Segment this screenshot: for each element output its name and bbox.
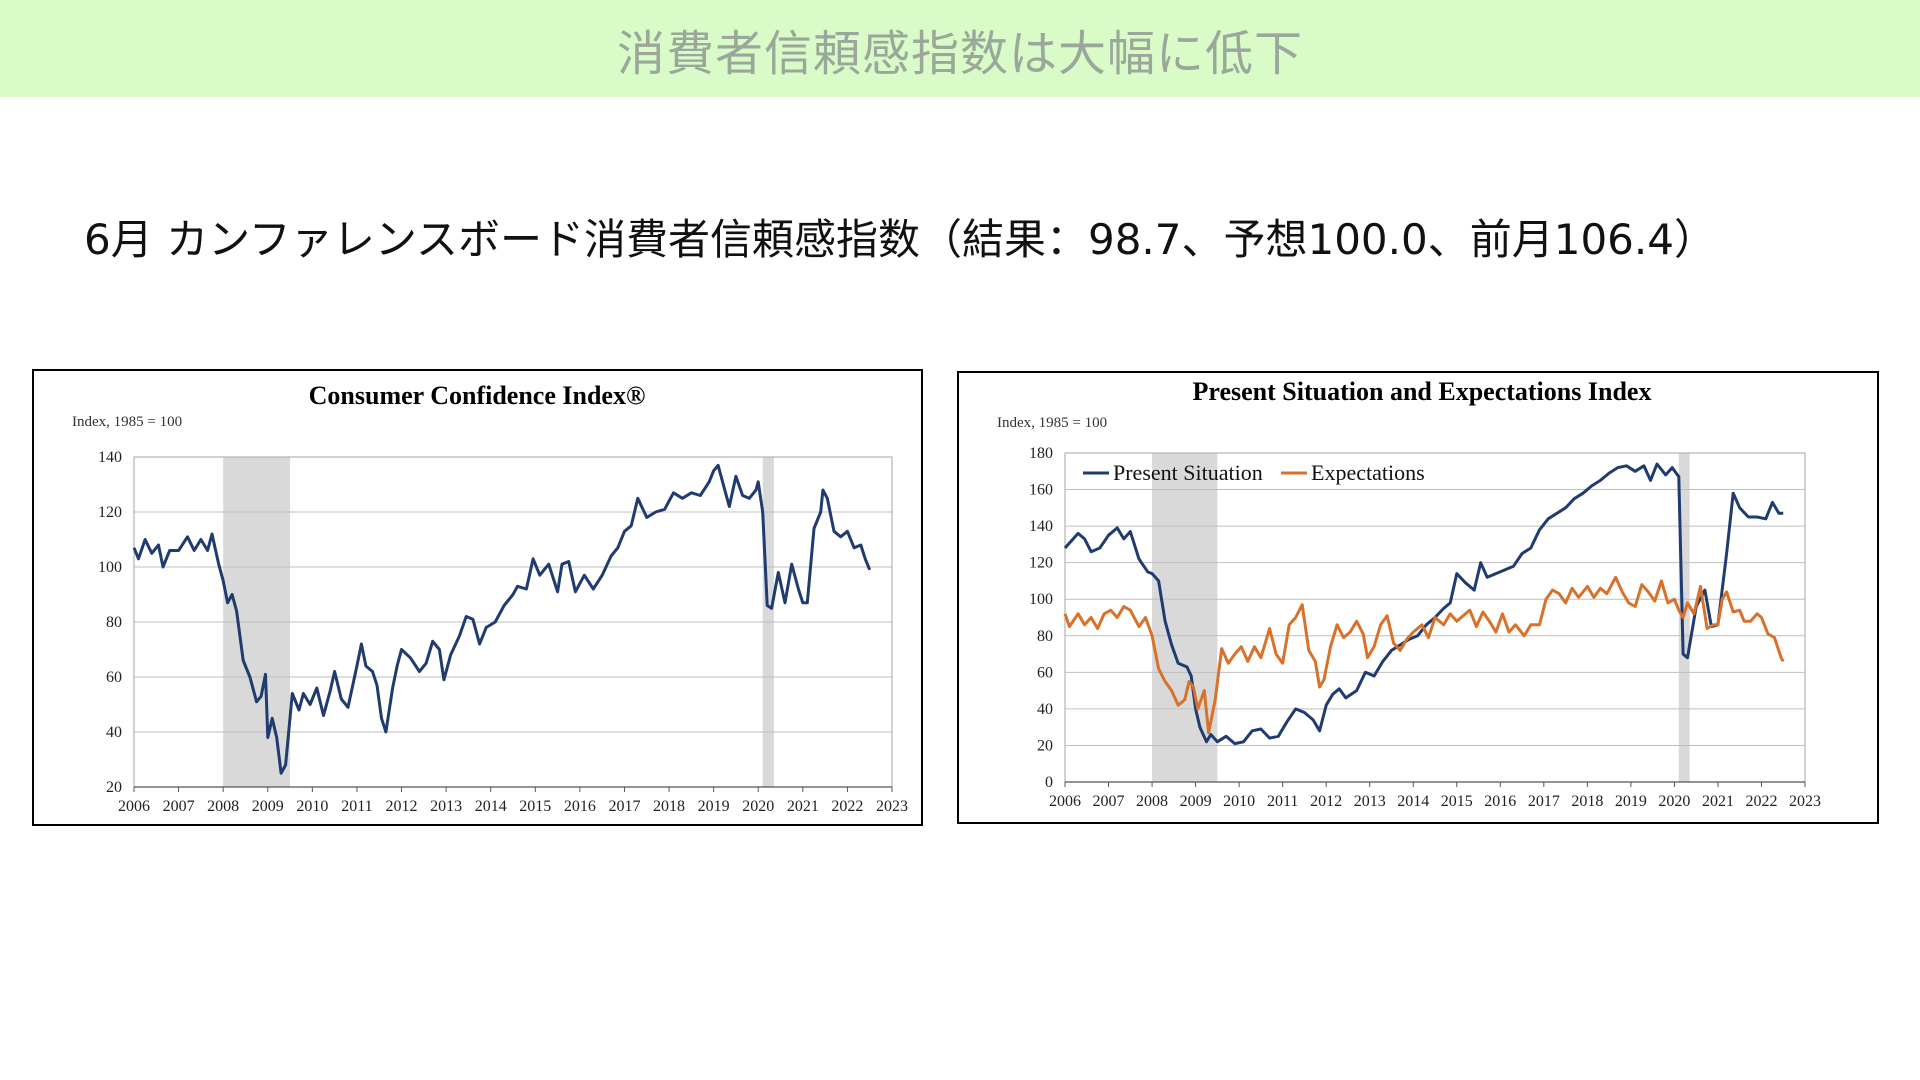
x-tick-label: 2011 [1267,793,1298,810]
y-tick-label: 40 [106,724,122,741]
x-tick-label: 2017 [1528,793,1560,810]
x-tick-label: 2010 [1223,793,1255,810]
headline: 6月 カンファレンスボード消費者信頼感指数（結果：98.7、予想100.0、前月… [84,215,1716,264]
y-tick-label: 120 [98,504,122,521]
y-tick-label: 100 [1029,591,1053,608]
chart-title: Present Situation and Expectations Index [1193,377,1652,406]
present-expectations-chart: Present Situation and Expectations Index… [957,371,1879,824]
x-tick-label: 2023 [1789,793,1821,810]
series-line-2 [1063,575,1785,735]
x-tick-label: 2019 [1615,793,1647,810]
present-expectations-chart-svg: Present Situation and Expectations Index… [997,377,1821,810]
x-tick-label: 2007 [1093,793,1125,810]
x-tick-label: 2016 [564,798,596,815]
x-tick-label: 2007 [163,798,195,815]
x-tick-label: 2018 [1571,793,1603,810]
x-tick-label: 2015 [519,798,551,815]
chart-title: Consumer Confidence Index® [309,381,646,410]
y-tick-label: 180 [1029,445,1053,462]
banner-title: 消費者信頼感指数は大幅に低下 [616,25,1303,82]
x-tick-label: 2014 [475,798,507,815]
y-tick-label: 120 [1029,555,1053,572]
y-tick-label: 80 [106,614,122,631]
y-tick-label: 140 [1029,518,1053,535]
x-tick-label: 2011 [341,798,372,815]
y-tick-label: 60 [1037,664,1053,681]
x-tick-label: 2009 [252,798,284,815]
recession-shade [1152,453,1218,782]
x-tick-label: 2022 [1745,793,1777,810]
x-tick-label: 2006 [118,798,150,815]
y-tick-label: 140 [98,449,122,466]
x-tick-label: 2010 [296,798,328,815]
y-tick-label: 20 [106,779,122,796]
x-tick-label: 2009 [1180,793,1212,810]
legend-label: Present Situation [1113,460,1263,485]
y-tick-label: 80 [1037,628,1053,645]
x-tick-label: 2012 [1310,793,1342,810]
consumer-confidence-chart: Consumer Confidence Index® Index, 1985 = … [32,369,923,826]
x-tick-label: 2017 [608,798,640,815]
chart-subtitle: Index, 1985 = 100 [72,414,182,430]
series-line-1 [132,463,872,775]
x-tick-label: 2008 [207,798,239,815]
x-tick-label: 2015 [1441,793,1473,810]
title-banner: 消費者信頼感指数は大幅に低下 [0,0,1920,97]
x-tick-label: 2016 [1484,793,1516,810]
y-tick-label: 100 [98,559,122,576]
y-tick-label: 160 [1029,482,1053,499]
x-tick-label: 2021 [787,798,819,815]
y-tick-label: 60 [106,669,122,686]
y-tick-label: 0 [1045,774,1053,791]
x-tick-label: 2008 [1136,793,1168,810]
x-tick-label: 2019 [698,798,730,815]
y-tick-label: 20 [1037,737,1053,754]
x-tick-label: 2014 [1397,793,1429,810]
x-tick-label: 2013 [1354,793,1386,810]
x-tick-label: 2022 [831,798,863,815]
x-tick-label: 2021 [1702,793,1734,810]
y-tick-label: 40 [1037,701,1053,718]
series-line-1 [1063,462,1784,746]
x-tick-label: 2006 [1049,793,1081,810]
legend-label: Expectations [1311,460,1425,485]
x-tick-label: 2020 [1658,793,1690,810]
x-tick-label: 2012 [386,798,418,815]
x-tick-label: 2013 [430,798,462,815]
chart-subtitle: Index, 1985 = 100 [997,415,1107,431]
consumer-confidence-chart-svg: Consumer Confidence Index® Index, 1985 = … [72,381,908,815]
x-tick-label: 2020 [742,798,774,815]
x-tick-label: 2018 [653,798,685,815]
x-tick-label: 2023 [876,798,908,815]
